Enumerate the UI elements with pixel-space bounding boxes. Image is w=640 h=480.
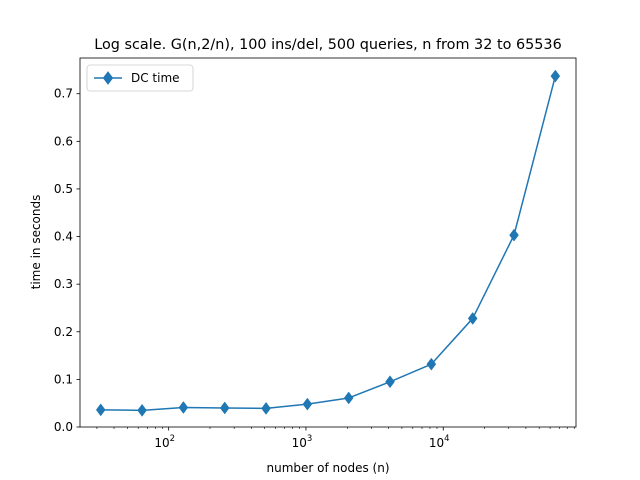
y-axis: 0.0 0.1 0.2 0.3 0.4 0.5 0.6 0.7 (54, 87, 80, 434)
legend-marker-dc-time (102, 71, 114, 85)
y-tick-label-7: 0.7 (54, 87, 73, 101)
data-point-2 (178, 401, 189, 414)
y-tick-label-1: 0.1 (54, 372, 73, 386)
data-point-7 (385, 375, 395, 389)
data-point-4 (261, 402, 271, 415)
data-point-6 (343, 391, 354, 405)
x-tick-exponent-1: 3 (307, 434, 312, 444)
y-tick-label-5: 0.5 (54, 182, 73, 196)
data-point-1 (137, 403, 147, 417)
y-tick-label-3: 0.3 (54, 277, 73, 291)
plot-area (79, 57, 577, 428)
plot-frame (79, 57, 577, 428)
legend: DC time (86, 64, 194, 92)
data-point-10 (509, 228, 519, 242)
y-tick-label-2: 0.2 (54, 325, 73, 339)
y-axis-label: time in seconds (29, 195, 43, 290)
chart-title: Log scale. G(n,2/n), 100 ins/del, 500 qu… (94, 37, 562, 53)
legend-label-dc-time: DC time (131, 71, 180, 85)
series-layer (95, 69, 561, 417)
y-tick-label-4: 0.4 (54, 230, 73, 244)
y-tick-label-0: 0.0 (54, 420, 73, 434)
x-tick-exponent-2: 4 (444, 434, 449, 444)
data-point-3 (219, 401, 230, 415)
data-point-0 (95, 403, 106, 417)
data-point-9 (467, 312, 478, 325)
data-point-8 (426, 357, 437, 371)
series-line-0 (100, 75, 557, 412)
y-tick-label-6: 0.6 (54, 134, 73, 148)
legend-frame (86, 64, 194, 92)
x-tick-exponent-0: 2 (170, 434, 175, 444)
data-point-5 (302, 397, 313, 411)
x-axis-label: number of nodes (n) (266, 461, 389, 475)
data-point-11 (550, 69, 561, 83)
